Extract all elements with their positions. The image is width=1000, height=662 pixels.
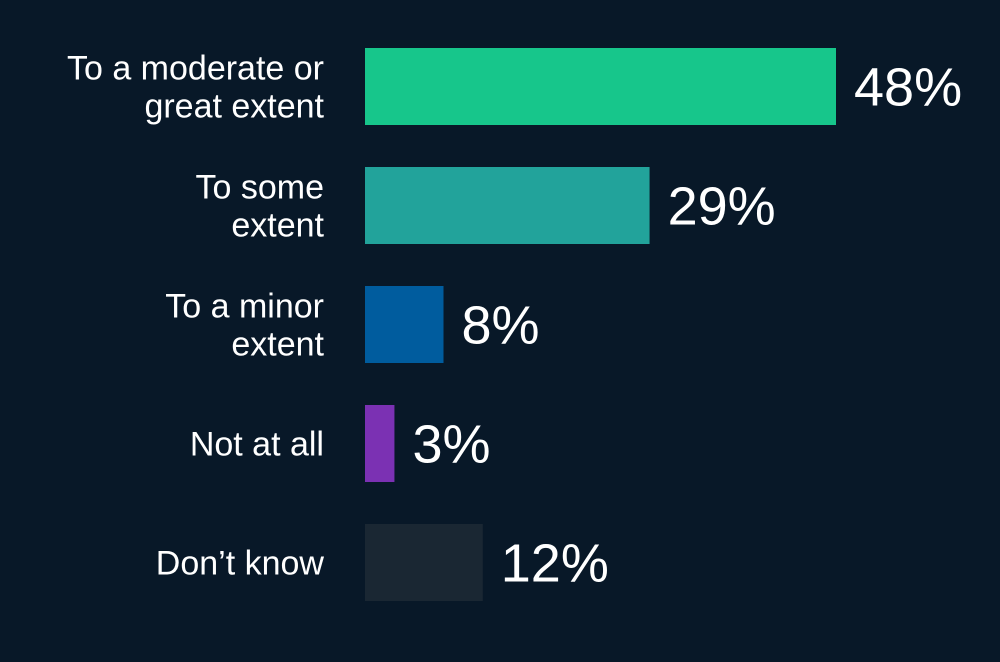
bar-2	[365, 286, 444, 363]
bar-0	[365, 48, 836, 125]
category-label-0: To a moderate or great extent	[67, 50, 325, 126]
value-label-2: 8%	[462, 296, 540, 356]
bar-1	[365, 167, 650, 244]
value-label-3: 3%	[412, 415, 490, 475]
bars-group	[365, 48, 836, 601]
value-label-0: 48%	[854, 58, 962, 118]
bar-3	[365, 405, 395, 482]
bar-4	[365, 524, 483, 601]
value-labels-group: 48% 29% 8% 3%12%	[412, 58, 962, 594]
category-label-2: To a minor extent	[165, 288, 324, 364]
category-label-4: Don’t know	[156, 545, 325, 583]
value-label-1: 29%	[668, 177, 776, 237]
category-labels-group: To a moderate or great extent To some exten…	[67, 50, 325, 583]
category-label-1: To some extent	[196, 169, 325, 245]
value-label-4: 12%	[501, 534, 609, 594]
category-label-3: Not at all	[190, 426, 324, 464]
